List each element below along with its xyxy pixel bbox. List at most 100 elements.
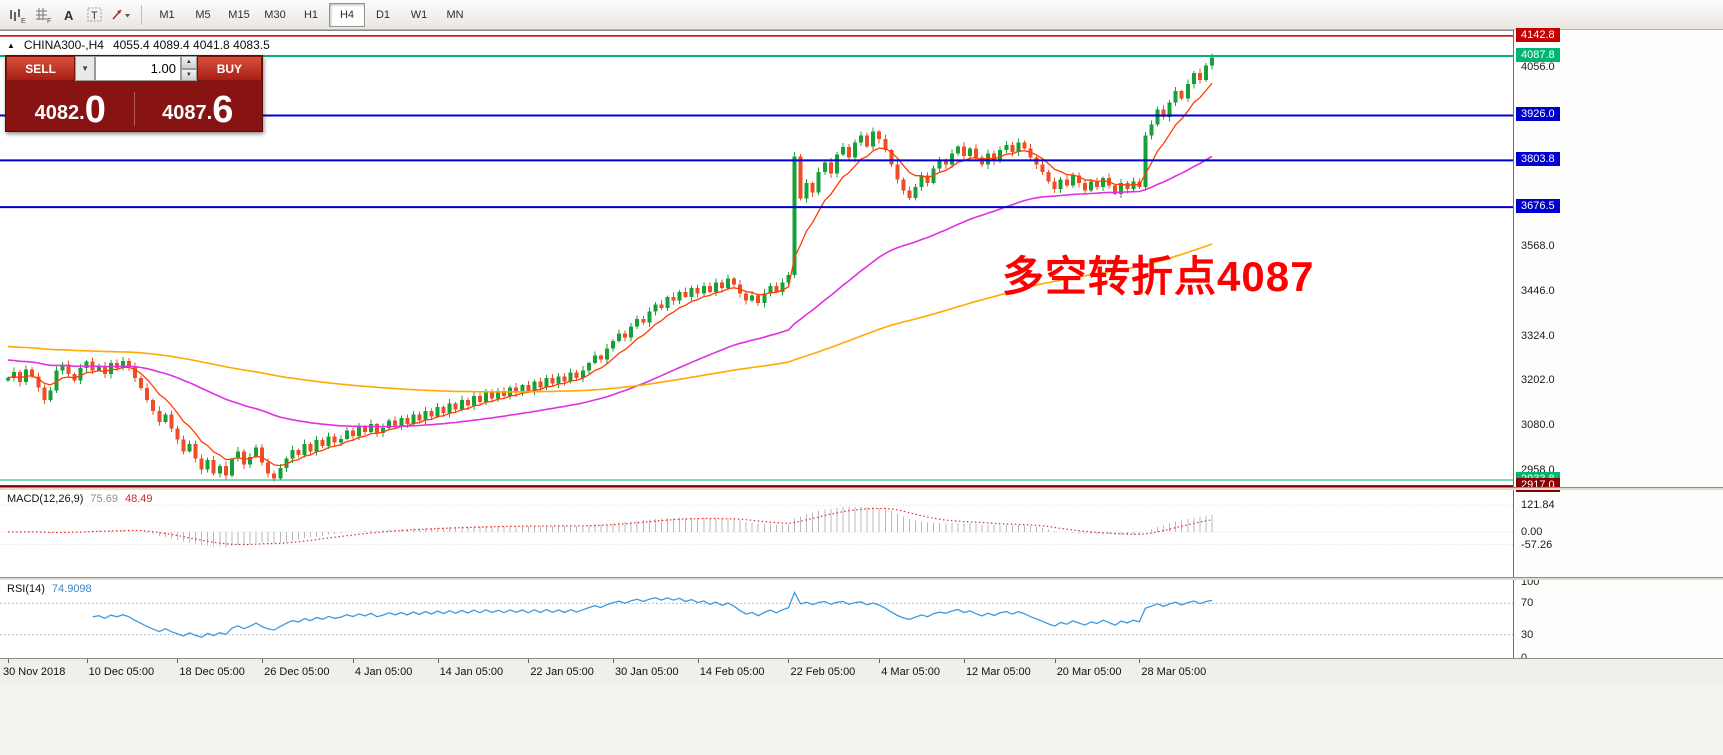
time-axis-label: 22 Feb 05:00 [790,666,856,678]
timeframe-button-h1[interactable]: H1 [303,8,319,21]
time-axis-label: 14 Jan 05:00 [439,666,504,678]
rsi-axis-label: 70 [1521,597,1534,610]
chart-objects-tool-button[interactable]: E [5,3,29,27]
timeframe-button-m1[interactable]: M1 [159,8,175,21]
main-toolbar: E F A T M1 M5 M1 [0,0,1723,30]
timeframe-button-d1[interactable]: D1 [375,8,391,21]
time-axis-tick [177,659,179,663]
rsi-header: RSI(14) 74.9098 [7,583,92,595]
rsi-chart[interactable] [0,580,1513,658]
time-axis-label: 26 Dec 05:00 [264,666,330,678]
volume-input[interactable] [94,56,181,81]
text-tool-icon: T [87,7,102,22]
macd-axis-label: -57.26 [1521,538,1553,551]
macd-header: MACD(12,26,9) 75.69 48.49 [7,493,152,505]
price-line-badge: 3676.5 [1516,199,1560,214]
price-line-badge: 4142.8 [1516,27,1560,42]
time-axis-label: 4 Mar 05:00 [881,666,940,678]
macd-value: 75.69 [90,493,118,505]
price-axis-label: 4056.0 [1521,60,1555,73]
moving-average-line-2 [7,243,1213,393]
buy-price-big-digit: 6 [212,88,234,131]
time-axis[interactable]: 30 Nov 2018 10 Dec 05:00 18 Dec 05:00 26 De… [0,658,1723,682]
svg-text:E: E [21,18,26,24]
buy-price-main: 4087. [162,102,213,124]
time-axis-tick [528,659,530,663]
timeframe-group: M1 M5 M15 M30 H1 H4 D1 W1 MN [149,2,473,27]
moving-average-line-1 [7,155,1213,428]
time-axis-label: 10 Dec 05:00 [88,666,155,678]
price-axis-label: 3202.0 [1521,374,1555,387]
timeframe-button-w1[interactable]: W1 [410,8,428,21]
moving-average-line-0 [7,82,1213,467]
svg-text:F: F [47,18,51,24]
time-axis-label: 22 Jan 05:00 [530,666,594,678]
grid-icon: F [36,7,51,24]
time-axis-label: 18 Dec 05:00 [179,666,245,678]
grid-tool-button[interactable]: F [31,3,55,27]
volume-stepper: ▲ ▼ [180,56,197,81]
order-type-dropdown[interactable]: ▼ [75,56,95,81]
rsi-axis-label: 30 [1521,628,1534,641]
time-axis-tick [788,659,790,663]
volume-decrease-button[interactable]: ▼ [180,68,197,81]
rsi-pane: RSI(14) 74.9098 [0,580,1513,658]
time-axis-tick [352,659,354,663]
timeframe-button-m5[interactable]: M5 [195,8,211,21]
price-axis-label: 3568.0 [1521,240,1555,252]
rsi-line [92,590,1213,638]
time-axis-tick [963,659,965,663]
time-axis-label: 30 Nov 2018 [3,666,66,678]
price-axis[interactable]: 4056.0 3568.0 3446.0 3324.0 3202.0 3080.0 2958… [1513,27,1723,682]
window-background [0,682,1723,755]
time-axis-tick [437,659,439,663]
time-axis-tick [262,659,264,663]
time-axis-tick [8,659,9,663]
macd-pane-splitter[interactable] [0,487,1723,490]
timeframe-button-m30[interactable]: M30 [264,8,286,21]
time-axis-label: 30 Jan 05:00 [615,666,679,678]
volume-increase-button[interactable]: ▲ [180,56,197,69]
buy-price[interactable]: 4087. 6 [138,88,259,131]
time-axis-tick [1054,659,1056,663]
price-line-badge: 3803.8 [1516,152,1560,167]
time-axis-label: 20 Mar 05:00 [1056,666,1122,678]
chevron-down-icon: ▼ [81,64,90,73]
text-tool-button[interactable]: T [83,3,107,27]
macd-pane: MACD(12,26,9) 75.69 48.49 [0,490,1513,577]
chart-symbol-period: CHINA300-,H4 [23,38,104,52]
chart-title: ▲ CHINA300-,H4 4055.4 4089.4 4041.8 4083… [7,38,270,52]
time-axis-tick [1139,659,1141,663]
price-divider [133,92,135,126]
draw-tools-dropdown-button[interactable] [109,3,133,27]
time-axis-label: 12 Mar 05:00 [965,666,1031,678]
macd-title: MACD(12,26,9) [7,493,84,505]
macd-signal-value: 48.49 [124,493,153,505]
chart-annotation-text: 多空转折点4087 [1002,253,1315,300]
price-line-badge: 2917.0 [1516,478,1560,493]
macd-histogram [13,506,1213,547]
time-axis-label: 14 Feb 05:00 [699,666,765,678]
sell-price-main: 4082. [34,102,85,124]
timeframe-button-m15[interactable]: M15 [228,8,250,21]
buy-button[interactable]: BUY [196,56,263,81]
price-axis-label: 3324.0 [1521,329,1555,342]
sell-button[interactable]: SELL [6,56,76,81]
time-axis-tick [879,659,881,663]
chart-objects-icon: E [10,8,26,24]
rsi-pane-splitter[interactable] [0,577,1723,580]
timeframe-button-h4[interactable]: H4 [329,2,365,27]
rsi-value: 74.9098 [51,583,92,595]
time-axis-tick [697,659,699,663]
timeframe-button-mn[interactable]: MN [446,8,464,21]
time-axis-label: 28 Mar 05:00 [1141,666,1207,678]
time-axis-label: 4 Jan 05:00 [354,666,413,678]
sell-price-big-digit: 0 [84,88,106,131]
text-label-icon: A [64,8,74,23]
sell-price[interactable]: 4082. 0 [10,88,131,131]
text-label-tool-button[interactable]: A [57,3,81,27]
macd-chart[interactable] [0,490,1513,577]
macd-axis-label: 0.00 [1521,526,1543,538]
macd-signal-line [7,507,1213,546]
price-line-badge: 4087.8 [1516,48,1560,63]
